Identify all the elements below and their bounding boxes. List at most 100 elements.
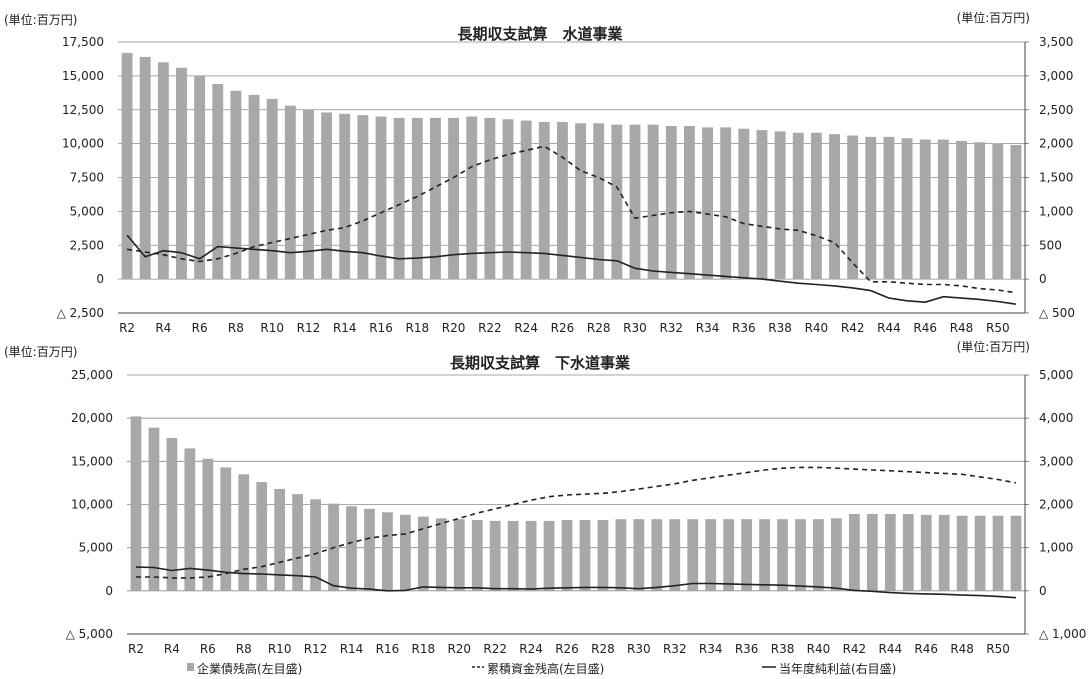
- sewer-bar: [130, 416, 142, 591]
- sewer-bar: [777, 519, 788, 591]
- water-bar: [466, 116, 478, 280]
- water-bar: [901, 138, 913, 280]
- sewer-x-tick-label: R18: [412, 642, 436, 656]
- sewer-bar: [382, 512, 393, 591]
- water-bar: [756, 130, 768, 280]
- sewer-bar: [238, 474, 250, 591]
- sewer-left-tick-label: 10,000: [71, 498, 113, 512]
- water-bar: [738, 128, 750, 280]
- sewer-bar: [417, 516, 429, 591]
- sewer-bar: [920, 514, 932, 591]
- water-bar: [411, 117, 423, 280]
- water-right-tick-label: 3,500: [1039, 35, 1073, 49]
- sewer-bar: [795, 519, 806, 591]
- water-x-tick-label: R28: [587, 321, 611, 335]
- sewer-bar: [902, 513, 914, 591]
- sewer-bar: [399, 514, 411, 591]
- sewer-bar: [453, 519, 465, 591]
- water-bar: [121, 52, 133, 280]
- water-bar: [937, 139, 949, 280]
- water-bar: [865, 136, 877, 280]
- water-x-tick-label: R10: [260, 321, 284, 335]
- sewer-bar: [741, 519, 753, 591]
- water-x-tick-label: R16: [369, 321, 393, 335]
- sewer-x-tick-label: R48: [950, 642, 974, 656]
- sewer-x-tick-label: R8: [236, 642, 252, 656]
- sewer-x-tick-label: R30: [627, 642, 651, 656]
- water-bar: [266, 98, 278, 280]
- sewer-x-tick-label: R38: [771, 642, 795, 656]
- sewer-x-tick-label: R50: [986, 642, 1010, 656]
- sewer-bar: [974, 515, 986, 591]
- sewer-left-tick-label: 5,000: [79, 541, 113, 555]
- sewer-bar: [1010, 515, 1022, 591]
- water-left-tick-label: 2,500: [70, 238, 104, 252]
- water-x-tick-label: R34: [696, 321, 720, 335]
- water-right-tick-label: 0: [1039, 272, 1047, 286]
- legend-dashed-label: 累積資金残高(左目盛): [487, 661, 604, 676]
- sewer-right-tick-label: 3,000: [1039, 454, 1073, 468]
- sewer-right-tick-label: 4,000: [1039, 411, 1073, 425]
- legend-solid-label: 当年度純利益(右目盛): [779, 661, 896, 676]
- sewer-dashed-line: [136, 466, 1017, 579]
- sewer-x-tick-label: R10: [268, 642, 292, 656]
- sewer-right-tick-label: 0: [1039, 584, 1047, 598]
- sewer-bar: [956, 515, 968, 591]
- water-x-tick-label: R50: [986, 321, 1010, 335]
- water-bar: [992, 143, 1004, 280]
- sewer-bar: [633, 519, 645, 591]
- sewer-bar: [364, 508, 375, 591]
- water-bar: [194, 75, 206, 280]
- sewer-bar: [597, 520, 609, 591]
- water-x-tick-label: R2: [119, 321, 135, 335]
- sewer-right-tick-label: 2,000: [1039, 498, 1073, 512]
- water-bar: [212, 84, 224, 280]
- water-bar: [702, 127, 713, 280]
- water-x-tick-label: R12: [297, 321, 321, 335]
- water-right-tick-label: 2,500: [1039, 103, 1073, 117]
- water-x-tick-label: R20: [442, 321, 466, 335]
- water-bar: [139, 56, 151, 280]
- water-bar: [1010, 144, 1022, 280]
- sewer-left-unit: (単位:百万円): [4, 344, 77, 359]
- sewer-bar: [184, 448, 196, 591]
- sewer-bar: [256, 482, 268, 591]
- sewer-x-tick-label: R2: [128, 642, 144, 656]
- water-bar: [502, 119, 514, 280]
- sewer-bar: [813, 519, 824, 591]
- water-bar: [520, 120, 532, 280]
- sewer-x-tick-label: R14: [340, 642, 364, 656]
- water-bar: [248, 94, 260, 280]
- water-bar: [665, 126, 677, 280]
- water-x-tick-label: R38: [768, 321, 792, 335]
- water-bar: [575, 123, 587, 280]
- sewer-bar: [705, 519, 717, 591]
- water-bar: [448, 117, 460, 280]
- water-left-tick-label: 7,500: [70, 171, 104, 185]
- sewer-bar: [561, 520, 573, 591]
- sewer-left-tick-label: 0: [105, 584, 113, 598]
- sewer-right-tick-label: 5,000: [1039, 368, 1073, 382]
- water-x-tick-label: R40: [805, 321, 829, 335]
- water-bar: [919, 139, 931, 280]
- sewer-right-tick-label: △ 1,000: [1039, 627, 1086, 641]
- sewer-bar: [669, 519, 681, 591]
- sewer-bar: [525, 520, 537, 591]
- water-bar: [974, 142, 986, 280]
- sewer-chart: (単位:百万円) (単位:百万円) 長期収支試算 下水道事業 △ 5,000 0 5…: [4, 339, 1086, 656]
- sewer-x-tick-label: R34: [699, 642, 723, 656]
- legend-bar-label: 企業債残高(左目盛): [197, 661, 302, 676]
- sewer-bar: [759, 519, 770, 591]
- water-right-tick-label: 2,000: [1039, 137, 1073, 151]
- water-x-tick-label: R18: [406, 321, 430, 335]
- sewer-x-tick-label: R24: [519, 642, 543, 656]
- sewer-bar: [202, 458, 214, 591]
- water-chart: (単位:百万円) (単位:百万円) 長期収支試算 水道事業 △ 2,500 0 2,…: [4, 10, 1075, 335]
- water-bar: [647, 124, 659, 280]
- water-bar: [284, 105, 296, 280]
- sewer-x-tick-label: R22: [483, 642, 507, 656]
- sewer-solid-line: [135, 566, 1017, 599]
- water-x-tick-label: R42: [841, 321, 865, 335]
- legend: 企業債残高(左目盛) 累積資金残高(左目盛) 当年度純利益(右目盛): [187, 661, 896, 676]
- sewer-bar: [220, 467, 232, 591]
